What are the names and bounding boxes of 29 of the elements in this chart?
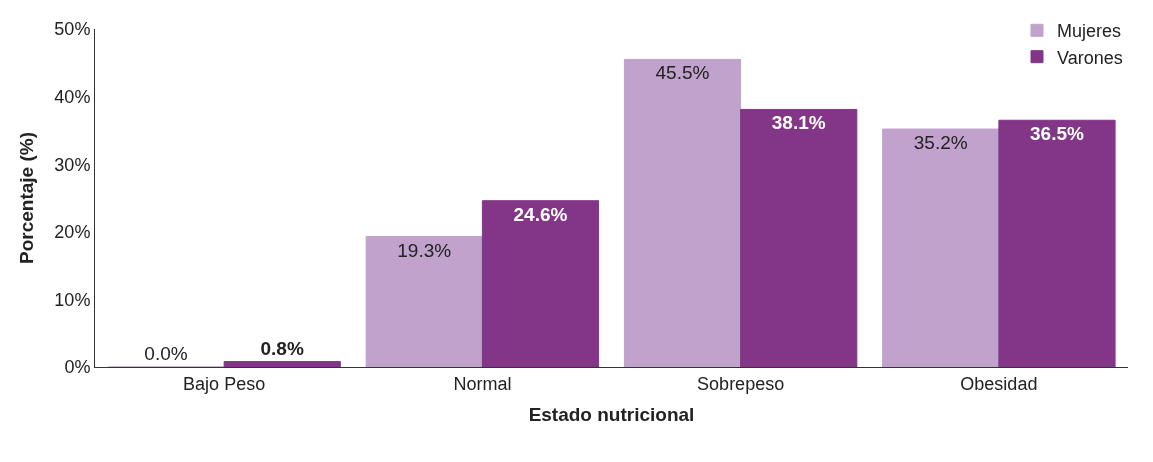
data-label: 38.1% bbox=[771, 112, 826, 134]
x-axis-title: Estado nutricional bbox=[528, 404, 695, 426]
x-tick-label: Normal bbox=[453, 373, 512, 394]
data-label: 36.5% bbox=[1030, 123, 1084, 145]
bar bbox=[223, 361, 341, 367]
y-tick-label: 0% bbox=[64, 357, 91, 378]
y-tick-label: 30% bbox=[54, 154, 91, 175]
bar bbox=[365, 236, 483, 367]
x-tick-label: Obesidad bbox=[960, 373, 1038, 394]
data-label: 24.6% bbox=[513, 203, 568, 225]
data-label: 0.8% bbox=[260, 337, 304, 359]
data-label: 19.3% bbox=[397, 239, 452, 261]
y-tick-label: 10% bbox=[54, 289, 91, 310]
bar bbox=[740, 108, 858, 367]
x-tick-label: Sobrepeso bbox=[697, 373, 785, 394]
bar bbox=[623, 58, 742, 367]
legend-label: Mujeres bbox=[1057, 21, 1122, 42]
data-label: 0.0% bbox=[144, 343, 188, 364]
legend-label: Varones bbox=[1057, 47, 1123, 68]
bar bbox=[998, 119, 1116, 367]
data-label: 35.2% bbox=[913, 132, 968, 154]
y-tick-label: 50% bbox=[54, 19, 91, 40]
bar bbox=[882, 128, 1000, 367]
y-tick-label: 20% bbox=[54, 222, 91, 243]
data-label: 45.5% bbox=[655, 62, 710, 84]
y-tick-label: 40% bbox=[54, 86, 91, 107]
x-tick-label: Bajo Peso bbox=[183, 373, 266, 394]
y-axis-title: Porcentaje (%) bbox=[16, 132, 38, 264]
bar bbox=[481, 200, 600, 367]
